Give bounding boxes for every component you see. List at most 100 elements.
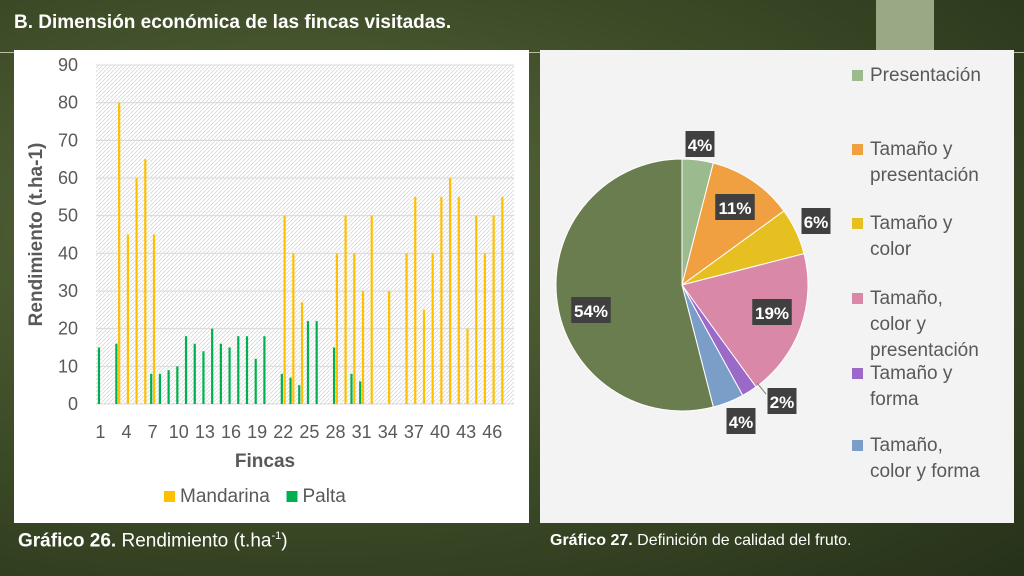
caption-bar-chart-sup: -1 [271, 530, 282, 542]
y-tick-label: 40 [58, 243, 78, 263]
bar-palta-8 [158, 373, 162, 404]
x-tick-label: 46 [482, 422, 502, 442]
bar-palta-13 [202, 351, 205, 404]
pie-data-label: 4% [688, 136, 713, 155]
pie-data-label: 4% [729, 413, 754, 432]
pie-data-label: 19% [755, 304, 789, 323]
bar-palta-20 [263, 336, 266, 404]
x-tick-label: 37 [404, 422, 424, 442]
bar-mandarina-30 [353, 253, 356, 404]
bar-mandarina-31 [361, 291, 365, 404]
pie-data-label: 11% [718, 199, 751, 218]
x-tick-label: 28 [325, 422, 345, 442]
pie-chart-panel: 4% 11% 6% 19% 2% 4% 54% Presentación Tamaño y pre… [540, 50, 1014, 523]
bar-palta-12 [193, 343, 196, 404]
x-tick-label: 34 [378, 422, 398, 442]
bar-palta-23 [289, 377, 292, 404]
y-tick-label: 20 [58, 319, 78, 339]
bar-mandarina-5 [135, 178, 138, 404]
bar-mandarina-6 [144, 159, 147, 404]
pie-legend-swatch-1 [852, 70, 863, 81]
pie-legend-label: Presentación [870, 65, 981, 86]
x-tick-label: 40 [430, 422, 450, 442]
bar-palta-18 [245, 336, 249, 404]
bar-palta-10 [176, 366, 179, 404]
bar-mandarina-7 [152, 234, 156, 404]
y-tick-label: 90 [58, 55, 78, 75]
bar-palta-7 [150, 373, 153, 404]
bar-palta-25 [306, 321, 310, 404]
pie-legend-label: Tamaño y [870, 363, 953, 384]
bar-palta-11 [184, 336, 188, 404]
caption-pie-chart-number: Gráfico 27. [550, 532, 633, 549]
y-tick-label: 60 [58, 168, 78, 188]
legend-label-mandarina: Mandarina [180, 486, 270, 507]
pie-legend-swatch-6 [852, 440, 863, 451]
bar-chart: 0 10 20 30 40 50 60 70 80 90 1 4 7 10 13 16 19 22 25 28 31 34… [26, 55, 514, 507]
pie-data-label: 2% [770, 393, 795, 412]
x-tick-label: 16 [221, 422, 241, 442]
x-tick-label: 10 [169, 422, 189, 442]
pie-legend-label: presentación [870, 340, 979, 361]
bar-mandarina-22 [283, 215, 286, 404]
pie-legend-swatch-2 [852, 144, 863, 155]
y-tick-label: 30 [58, 281, 78, 301]
pie-label-box [715, 194, 755, 220]
pie-legend-label: Tamaño, [870, 435, 943, 456]
caption-bar-chart-tail: ) [281, 530, 288, 552]
bar-mandarina-47 [501, 196, 504, 404]
bar-mandarina-45 [483, 253, 487, 404]
y-tick-label: 50 [58, 206, 78, 226]
x-tick-label: 1 [95, 422, 105, 442]
bar-mandarina-32 [370, 215, 373, 404]
pie-legend-swatch-3 [852, 218, 863, 229]
x-tick-label: 13 [195, 422, 215, 442]
bar-palta-22 [280, 373, 283, 404]
bar-mandarina-4 [126, 234, 129, 404]
x-tick-label: 7 [148, 422, 158, 442]
pie-legend-label: Tamaño y [870, 139, 953, 160]
caption-pie-chart-text: Definición de calidad del fruto. [632, 532, 852, 549]
pie-slice-7 [555, 158, 714, 412]
legend-swatch-palta [286, 491, 298, 502]
pie-legend-label: forma [870, 389, 919, 410]
bar-mandarina-29 [344, 215, 347, 404]
y-tick-label: 80 [58, 93, 78, 113]
y-axis-title: Rendimiento (t.ha-1) [26, 143, 47, 327]
decorative-bar [876, 0, 934, 56]
pie-legend-label: Tamaño y [870, 213, 953, 234]
caption-bar-chart-number: Gráfico 26. [18, 530, 117, 552]
bar-mandarina-40 [440, 196, 443, 404]
bar-mandarina-3 [118, 102, 121, 404]
bar-mandarina-41 [448, 178, 452, 404]
bar-mandarina-39 [431, 253, 434, 404]
pie-slice-2 [681, 162, 785, 287]
pie-data-label: 6% [804, 213, 829, 232]
pie-legend-label: color y forma [870, 461, 980, 482]
bar-palta-14 [211, 328, 214, 404]
bar-mandarina-28 [335, 253, 338, 404]
pie-legend-swatch-5 [852, 368, 863, 379]
bar-chart-panel: 0 10 20 30 40 50 60 70 80 90 1 4 7 10 13 16 19 22 25 28 31 34… [14, 50, 529, 523]
bar-palta-24 [298, 385, 301, 404]
x-tick-label: 4 [121, 422, 131, 442]
pie-legend-label: color y [870, 314, 926, 335]
bar-palta-30 [350, 373, 353, 404]
bar-mandarina-36 [405, 253, 408, 404]
pie-legend-swatch-4 [852, 293, 863, 304]
pie-label-box [571, 297, 611, 323]
bar-palta-1 [97, 347, 101, 404]
pie-legend-label: color [870, 239, 912, 260]
bar-palta-16 [228, 347, 231, 404]
bar-mandarina-24 [300, 302, 304, 404]
x-tick-label: 43 [456, 422, 476, 442]
bar-mandarina-43 [466, 328, 469, 404]
legend-swatch-mandarina [164, 491, 175, 502]
pie-label-box [752, 299, 792, 325]
bar-mandarina-38 [422, 309, 426, 404]
bar-palta-31 [359, 381, 362, 404]
bar-palta-9 [167, 370, 170, 404]
x-axis-title: Fincas [235, 451, 295, 472]
x-tick-label: 31 [352, 422, 372, 442]
bar-mandarina-46 [492, 215, 495, 404]
